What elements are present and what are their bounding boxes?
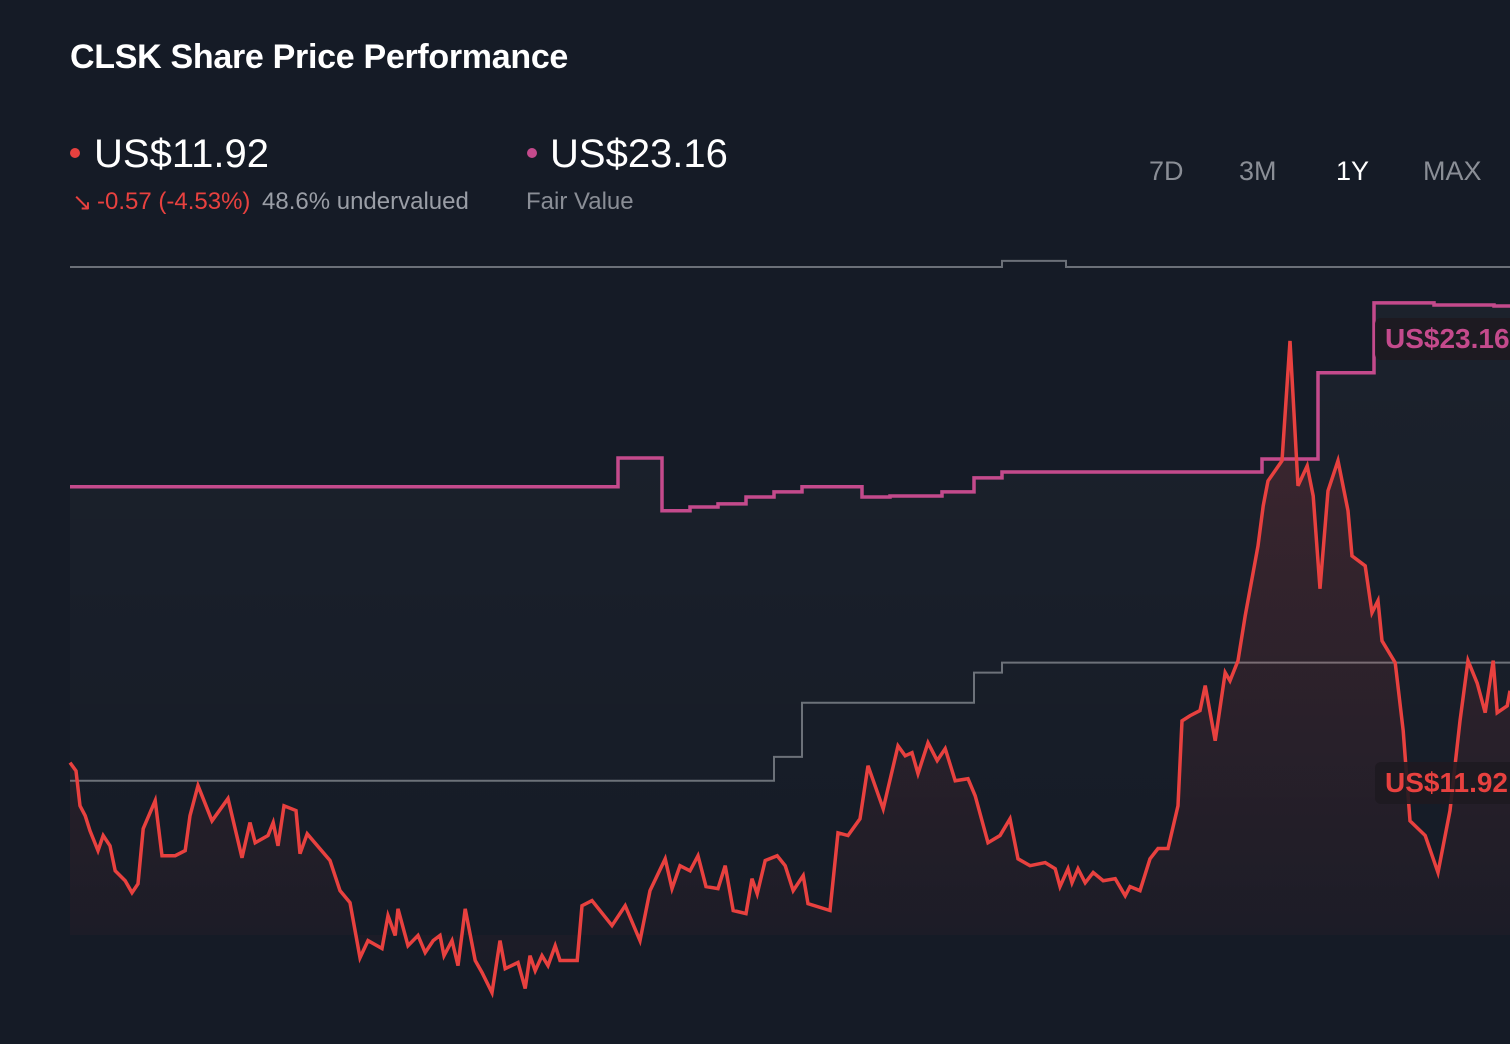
price-end-label: US$11.92 bbox=[1375, 762, 1510, 804]
fair-value-area-fill bbox=[70, 302, 1510, 935]
timeframe-max[interactable]: MAX bbox=[1423, 156, 1482, 186]
arrow-down-right-icon: ↘ bbox=[72, 189, 93, 216]
fair-value-end-label: US$23.16 bbox=[1375, 318, 1510, 360]
price-area-fill bbox=[70, 340, 1510, 993]
price-legend-dot bbox=[70, 148, 80, 158]
current-price: US$11.92 bbox=[94, 132, 269, 176]
timeframe-3m[interactable]: 3M bbox=[1239, 156, 1277, 186]
analyst-range-line-2 bbox=[70, 259, 1510, 268]
price-line-0 bbox=[68, 340, 1510, 999]
fair-value-legend-dot bbox=[527, 148, 537, 158]
chart-title: CLSK Share Price Performance bbox=[70, 38, 569, 76]
price-change: -0.57 (-4.53%) bbox=[97, 188, 251, 215]
fair-value-label: Fair Value bbox=[526, 188, 634, 215]
valuation-status: 48.6% undervalued bbox=[262, 188, 469, 215]
timeframe-7d[interactable]: 7D bbox=[1149, 156, 1184, 186]
fair-value-line-1 bbox=[70, 301, 1510, 513]
fair-value-price: US$23.16 bbox=[550, 132, 728, 176]
timeframe-1y[interactable]: 1Y bbox=[1336, 156, 1370, 186]
